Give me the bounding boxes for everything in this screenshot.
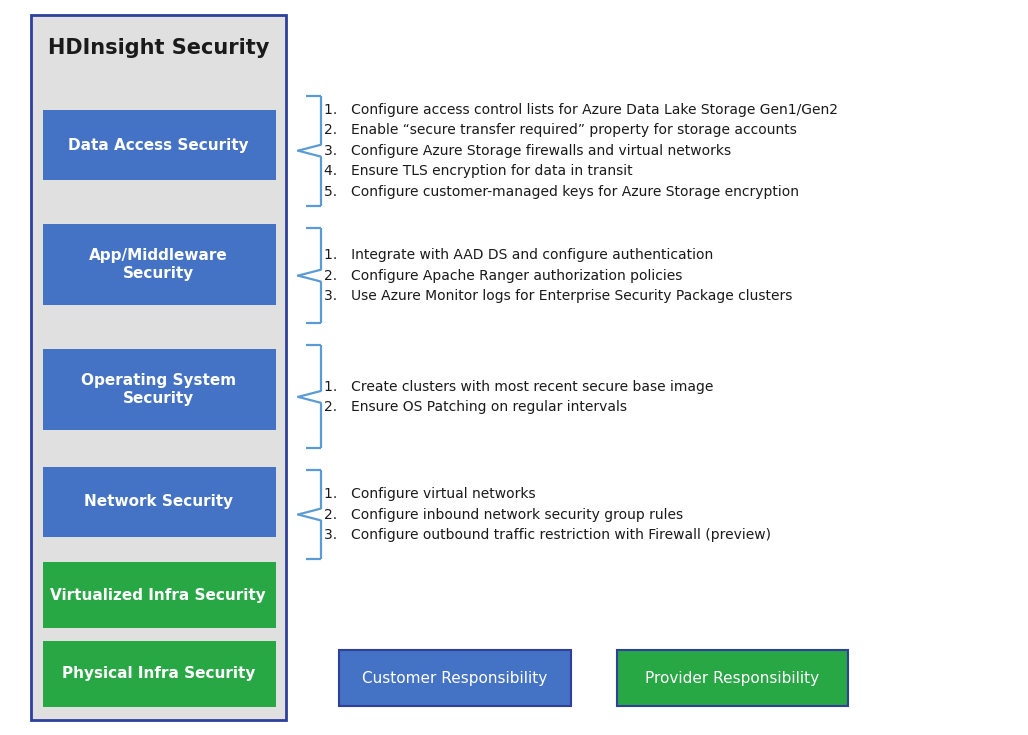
Text: Customer Responsibility: Customer Responsibility [362,670,548,686]
FancyBboxPatch shape [43,110,276,180]
FancyBboxPatch shape [31,15,286,720]
Text: 1. Configure virtual networks: 1. Configure virtual networks [324,487,536,501]
FancyBboxPatch shape [43,224,276,305]
Text: 3. Configure outbound traffic restriction with Firewall (preview): 3. Configure outbound traffic restrictio… [324,528,771,542]
Text: 2. Enable “secure transfer required” property for storage accounts: 2. Enable “secure transfer required” pro… [324,123,797,137]
FancyBboxPatch shape [339,650,571,706]
Text: Physical Infra Security: Physical Infra Security [62,667,255,681]
FancyBboxPatch shape [43,467,276,537]
Text: Provider Responsibility: Provider Responsibility [646,670,819,686]
Text: 1. Integrate with AAD DS and configure authentication: 1. Integrate with AAD DS and configure a… [324,248,713,262]
Text: 2. Ensure OS Patching on regular intervals: 2. Ensure OS Patching on regular interva… [324,400,627,415]
FancyBboxPatch shape [43,562,276,628]
Text: 4. Ensure TLS encryption for data in transit: 4. Ensure TLS encryption for data in tra… [324,164,632,179]
Text: 1. Configure access control lists for Azure Data Lake Storage Gen1/Gen2: 1. Configure access control lists for Az… [324,102,838,117]
Text: Virtualized Infra Security: Virtualized Infra Security [50,588,266,603]
Text: Network Security: Network Security [83,494,233,509]
Text: Data Access Security: Data Access Security [68,137,249,153]
Text: 1. Create clusters with most recent secure base image: 1. Create clusters with most recent secu… [324,379,713,394]
Text: HDInsight Security: HDInsight Security [47,37,269,58]
FancyBboxPatch shape [617,650,848,706]
Text: 2. Configure Apache Ranger authorization policies: 2. Configure Apache Ranger authorization… [324,268,683,283]
Text: App/Middleware
Security: App/Middleware Security [89,248,227,281]
Text: 2. Configure inbound network security group rules: 2. Configure inbound network security gr… [324,507,683,522]
Text: Operating System
Security: Operating System Security [81,373,235,406]
Text: 3. Use Azure Monitor logs for Enterprise Security Package clusters: 3. Use Azure Monitor logs for Enterprise… [324,289,793,304]
FancyBboxPatch shape [43,349,276,430]
Text: 5. Configure customer-managed keys for Azure Storage encryption: 5. Configure customer-managed keys for A… [324,184,799,199]
FancyBboxPatch shape [43,641,276,707]
Text: 3. Configure Azure Storage firewalls and virtual networks: 3. Configure Azure Storage firewalls and… [324,143,731,158]
